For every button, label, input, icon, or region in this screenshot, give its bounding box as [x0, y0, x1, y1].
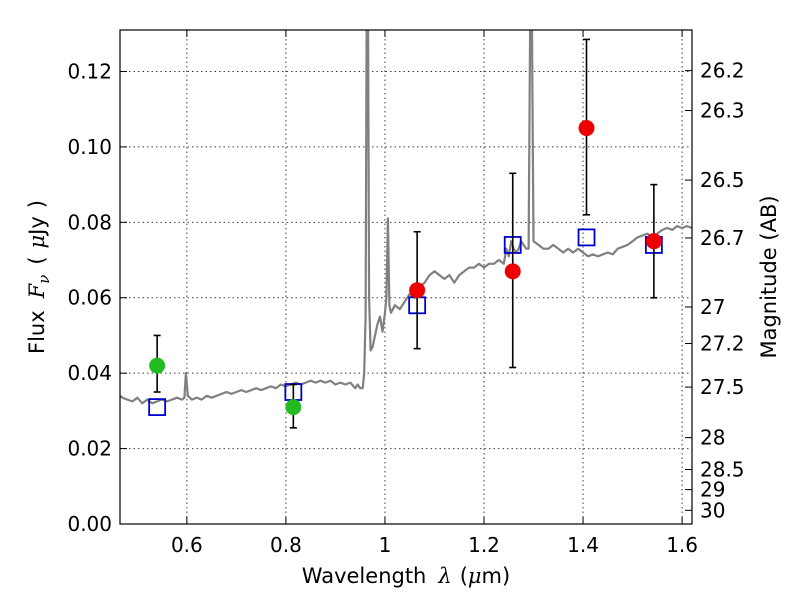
x-tick-label: 1.2 [468, 533, 500, 557]
y2-tick-label: 26.7 [700, 226, 745, 250]
spectrum-line [120, 30, 692, 405]
y-tick-label: 0.10 [67, 135, 112, 159]
red-data-point [409, 282, 426, 299]
y2-tick-label: 27 [700, 295, 725, 319]
plot-background [120, 30, 692, 524]
x-axis-label: Wavelength λ (μm) [302, 564, 510, 588]
x-tick-label: 1.4 [567, 533, 599, 557]
y2-tick-label: 28.5 [700, 457, 745, 481]
y2-tick-label: 28 [700, 426, 725, 450]
y2-tick-label: 26.3 [700, 99, 745, 123]
red-data-point [578, 120, 595, 137]
y-tick-label: 0.04 [67, 361, 112, 385]
ticks-layer: 0.6 0.8 1 1.2 1.4 1.6 0.00 0.02 0.04 0.06 0.08 0.10… [67, 30, 745, 557]
y-tick-label: 0.12 [67, 59, 112, 83]
model-square-marker [577, 228, 596, 247]
green-data-point [285, 399, 302, 416]
model-square-marker [148, 398, 167, 416]
x-tick-label: 1.6 [666, 533, 698, 557]
red-data-point [504, 263, 521, 280]
y-axis-label: FluxFν(μJy) [25, 200, 53, 354]
y2-tick-label: 29 [700, 478, 725, 502]
grid [120, 30, 692, 524]
x-tick-label: 1 [379, 533, 392, 557]
y2-tick-label: 27.5 [700, 375, 745, 399]
red-data-point [645, 233, 662, 250]
y2-axis-label: Magnitude (AB) [757, 195, 781, 358]
y-tick-label: 0.08 [67, 210, 112, 234]
y2-tick-label: 26.5 [700, 168, 745, 192]
y2-tick-label: 26.2 [700, 59, 745, 83]
y2-tick-label: 30 [700, 498, 725, 522]
x-tick-label: 0.8 [270, 533, 302, 557]
y-tick-label: 0.00 [67, 512, 112, 536]
x-tick-label: 0.6 [171, 533, 203, 557]
spectrum-layer [120, 30, 692, 405]
green-data-point [149, 357, 166, 374]
y2-tick-label: 27.2 [700, 332, 745, 356]
markers-layer [148, 38, 663, 429]
plot-frame [119, 29, 693, 525]
y-tick-label: 0.06 [67, 286, 112, 310]
y-tick-label: 0.02 [67, 437, 112, 461]
